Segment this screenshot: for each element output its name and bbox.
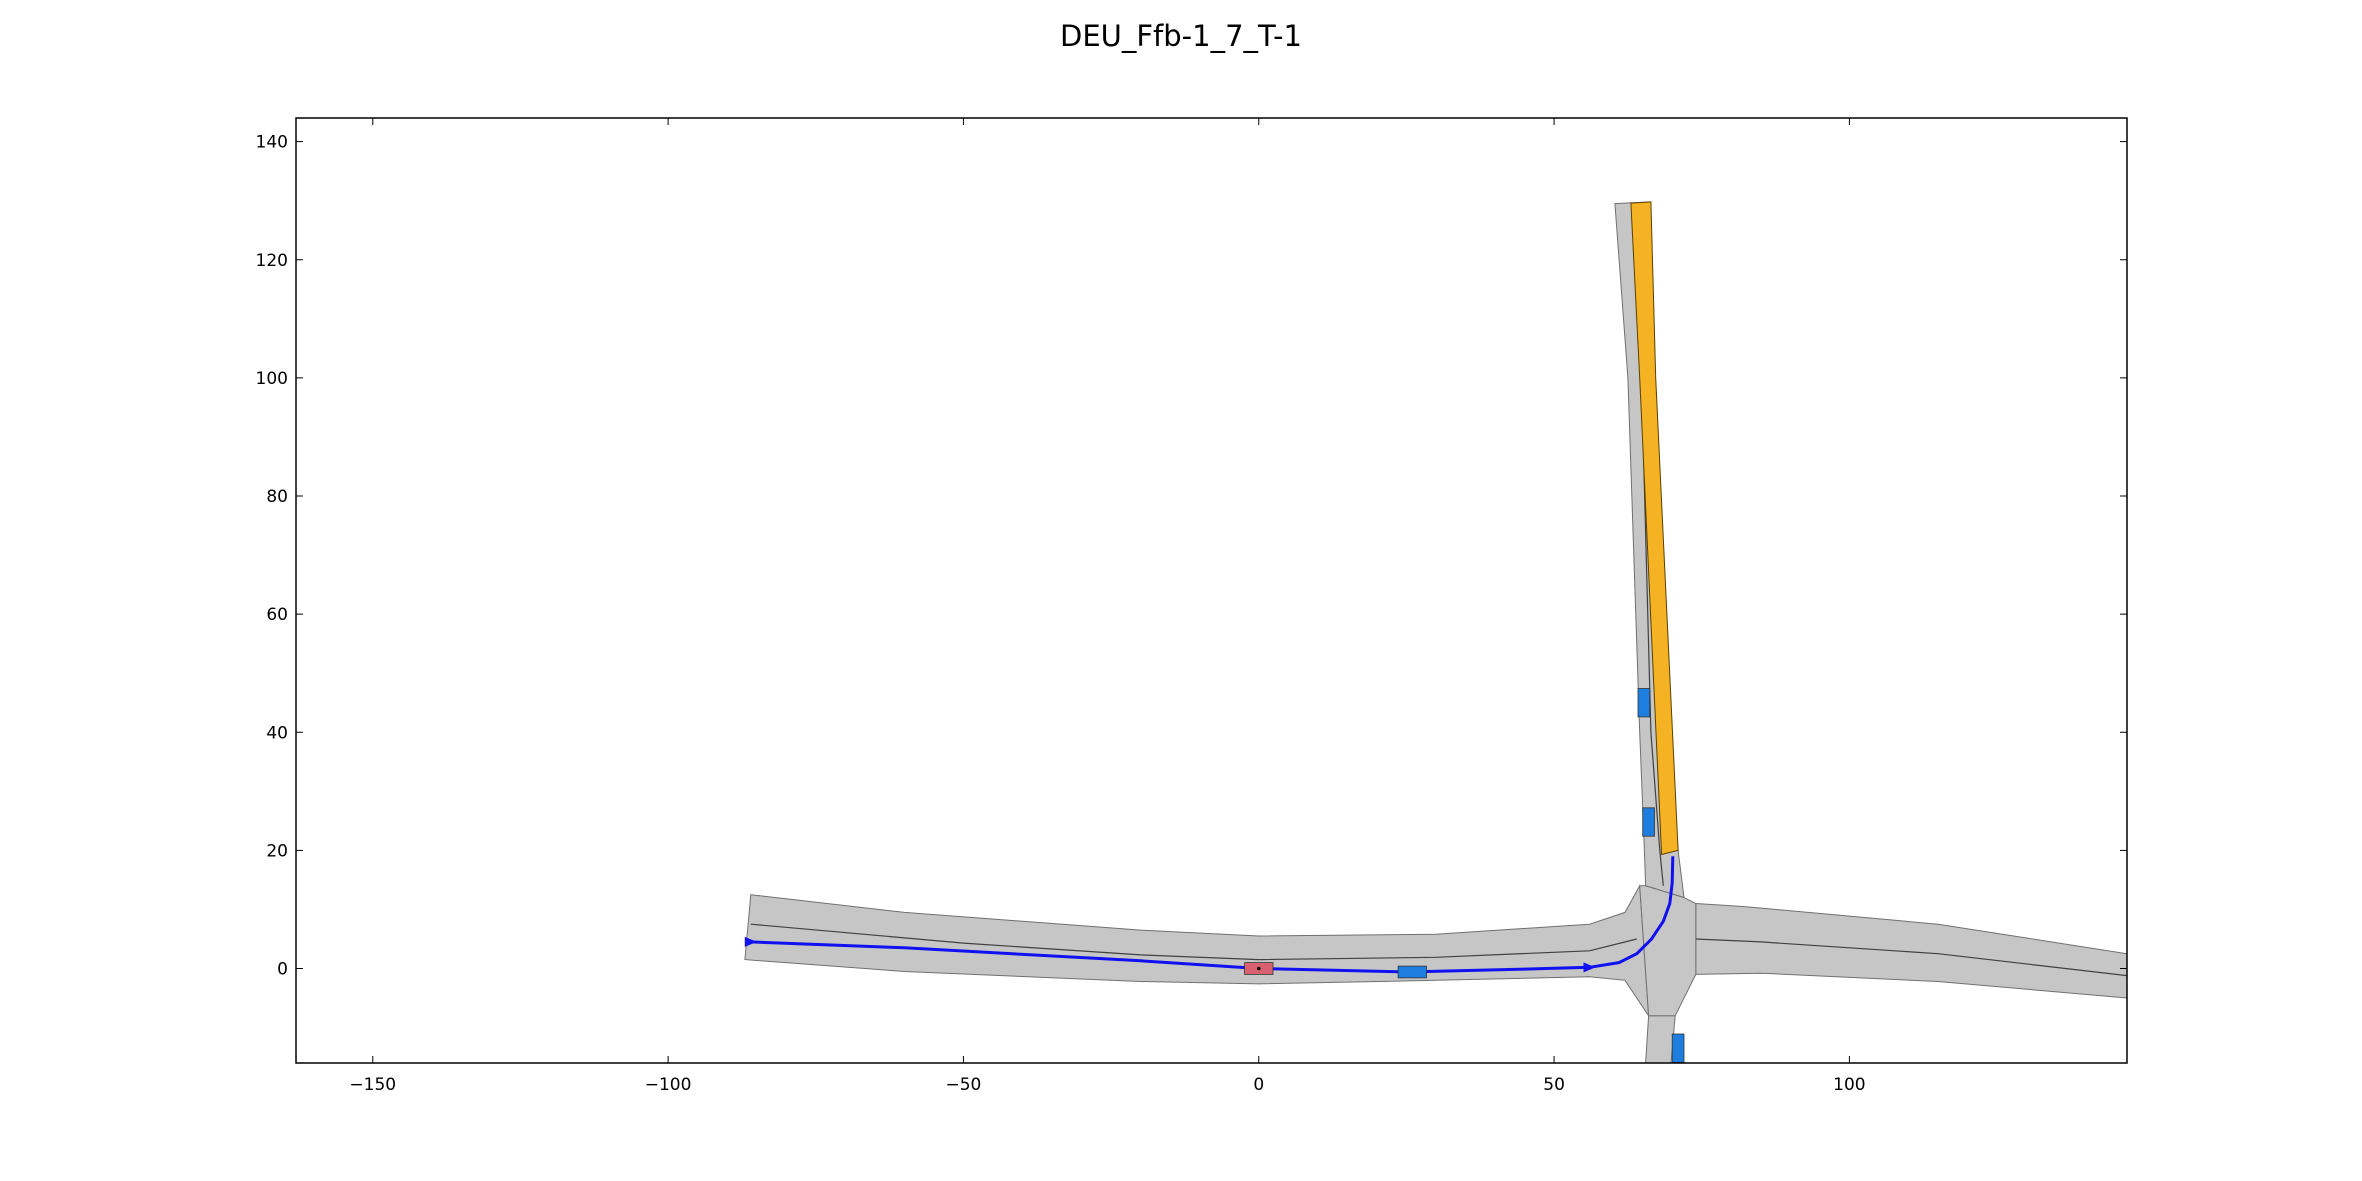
y-tick-label: 20 — [266, 841, 288, 861]
other-vehicle-2 — [1637, 688, 1651, 718]
x-tick-label: 0 — [1253, 1075, 1264, 1095]
x-tick-label: 100 — [1833, 1075, 1865, 1095]
y-tick-label: 0 — [277, 960, 288, 980]
y-tick-label: 40 — [266, 723, 288, 743]
x-tick-label: −50 — [945, 1075, 981, 1095]
y-tick-label: 80 — [266, 487, 288, 507]
lane-marking-2 — [1695, 938, 2127, 977]
planned-route-layer — [744, 856, 1675, 974]
goal-region-layer — [1630, 201, 1679, 856]
plot-area — [296, 118, 2127, 1063]
plot-frame — [295, 117, 2128, 1064]
x-tick-label: 50 — [1543, 1075, 1565, 1095]
x-tick-label: −100 — [645, 1075, 692, 1095]
planned-route-line — [750, 856, 1675, 974]
y-tick-label: 120 — [256, 251, 288, 271]
x-tick-label: −150 — [349, 1075, 396, 1095]
chart-title: DEU_Ffb-1_7_T-1 — [1060, 19, 1302, 53]
other-vehicle-3 — [1642, 807, 1655, 837]
y-tick-label: 140 — [256, 133, 288, 153]
road-south-road — [1645, 1015, 1676, 1063]
plot-content — [744, 201, 2127, 1063]
route-marker-2 — [1583, 962, 1596, 973]
vehicles-layer — [1244, 688, 1685, 1063]
route-marker-1 — [744, 936, 757, 947]
y-tick-label: 60 — [266, 605, 288, 625]
y-tick-label: 100 — [256, 369, 288, 389]
x-axis-ticks: −150 −100 −50 0 50 100 — [349, 118, 1866, 1095]
lane-marking-1 — [750, 923, 1637, 961]
road-junction-patch — [1639, 885, 1697, 1017]
other-vehicle-4 — [1671, 1033, 1685, 1063]
y-axis-ticks: 0 20 40 60 80 100 120 140 — [256, 133, 2127, 980]
other-vehicle-1 — [1397, 965, 1427, 979]
road-east-road — [1695, 902, 2127, 999]
ego-vehicle-center — [1256, 966, 1261, 971]
goal-region — [1630, 201, 1679, 856]
